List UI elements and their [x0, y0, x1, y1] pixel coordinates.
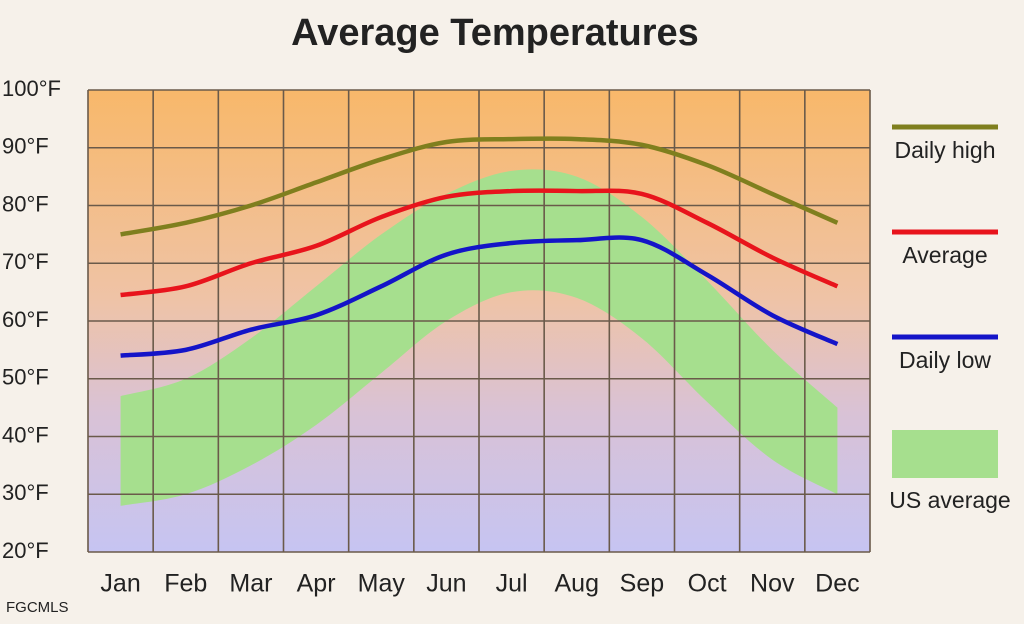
- line-series: [120, 188, 839, 298]
- y-tick-label: 20°F: [2, 538, 49, 563]
- us-average-band: [120, 169, 838, 506]
- x-tick-label: May: [358, 570, 406, 598]
- legend-label: US average: [889, 487, 1010, 513]
- x-tick-label: Jul: [496, 570, 528, 598]
- y-tick-label: 70°F: [2, 249, 49, 274]
- y-tick-label: 80°F: [2, 191, 49, 216]
- legend-label: Daily high: [895, 137, 996, 163]
- line-series: [120, 136, 839, 237]
- y-tick-label: 30°F: [2, 480, 49, 505]
- x-tick-label: Oct: [688, 570, 727, 598]
- y-tick-label: 50°F: [2, 365, 49, 390]
- legend-swatch: [892, 430, 998, 478]
- y-tick-label: 60°F: [2, 307, 49, 332]
- legend-label: Average: [902, 242, 987, 268]
- x-tick-label: Mar: [229, 570, 272, 598]
- x-tick-label: Feb: [164, 570, 207, 598]
- x-tick-label: Apr: [297, 570, 336, 598]
- credit: FGCMLS: [6, 599, 69, 616]
- y-tick-label: 100°F: [2, 76, 61, 101]
- x-tick-label: Dec: [815, 570, 859, 598]
- legend-label: Daily low: [899, 347, 991, 373]
- x-tick-label: Sep: [620, 570, 664, 598]
- y-tick-label: 90°F: [2, 134, 49, 159]
- x-tick-label: Jan: [100, 570, 140, 598]
- x-tick-label: Aug: [555, 570, 599, 598]
- x-tick-label: Nov: [750, 570, 795, 598]
- chart-title: Average Temperatures: [291, 12, 699, 54]
- y-tick-label: 40°F: [2, 422, 49, 447]
- x-tick-label: Jun: [426, 570, 466, 598]
- line-series: [120, 235, 839, 358]
